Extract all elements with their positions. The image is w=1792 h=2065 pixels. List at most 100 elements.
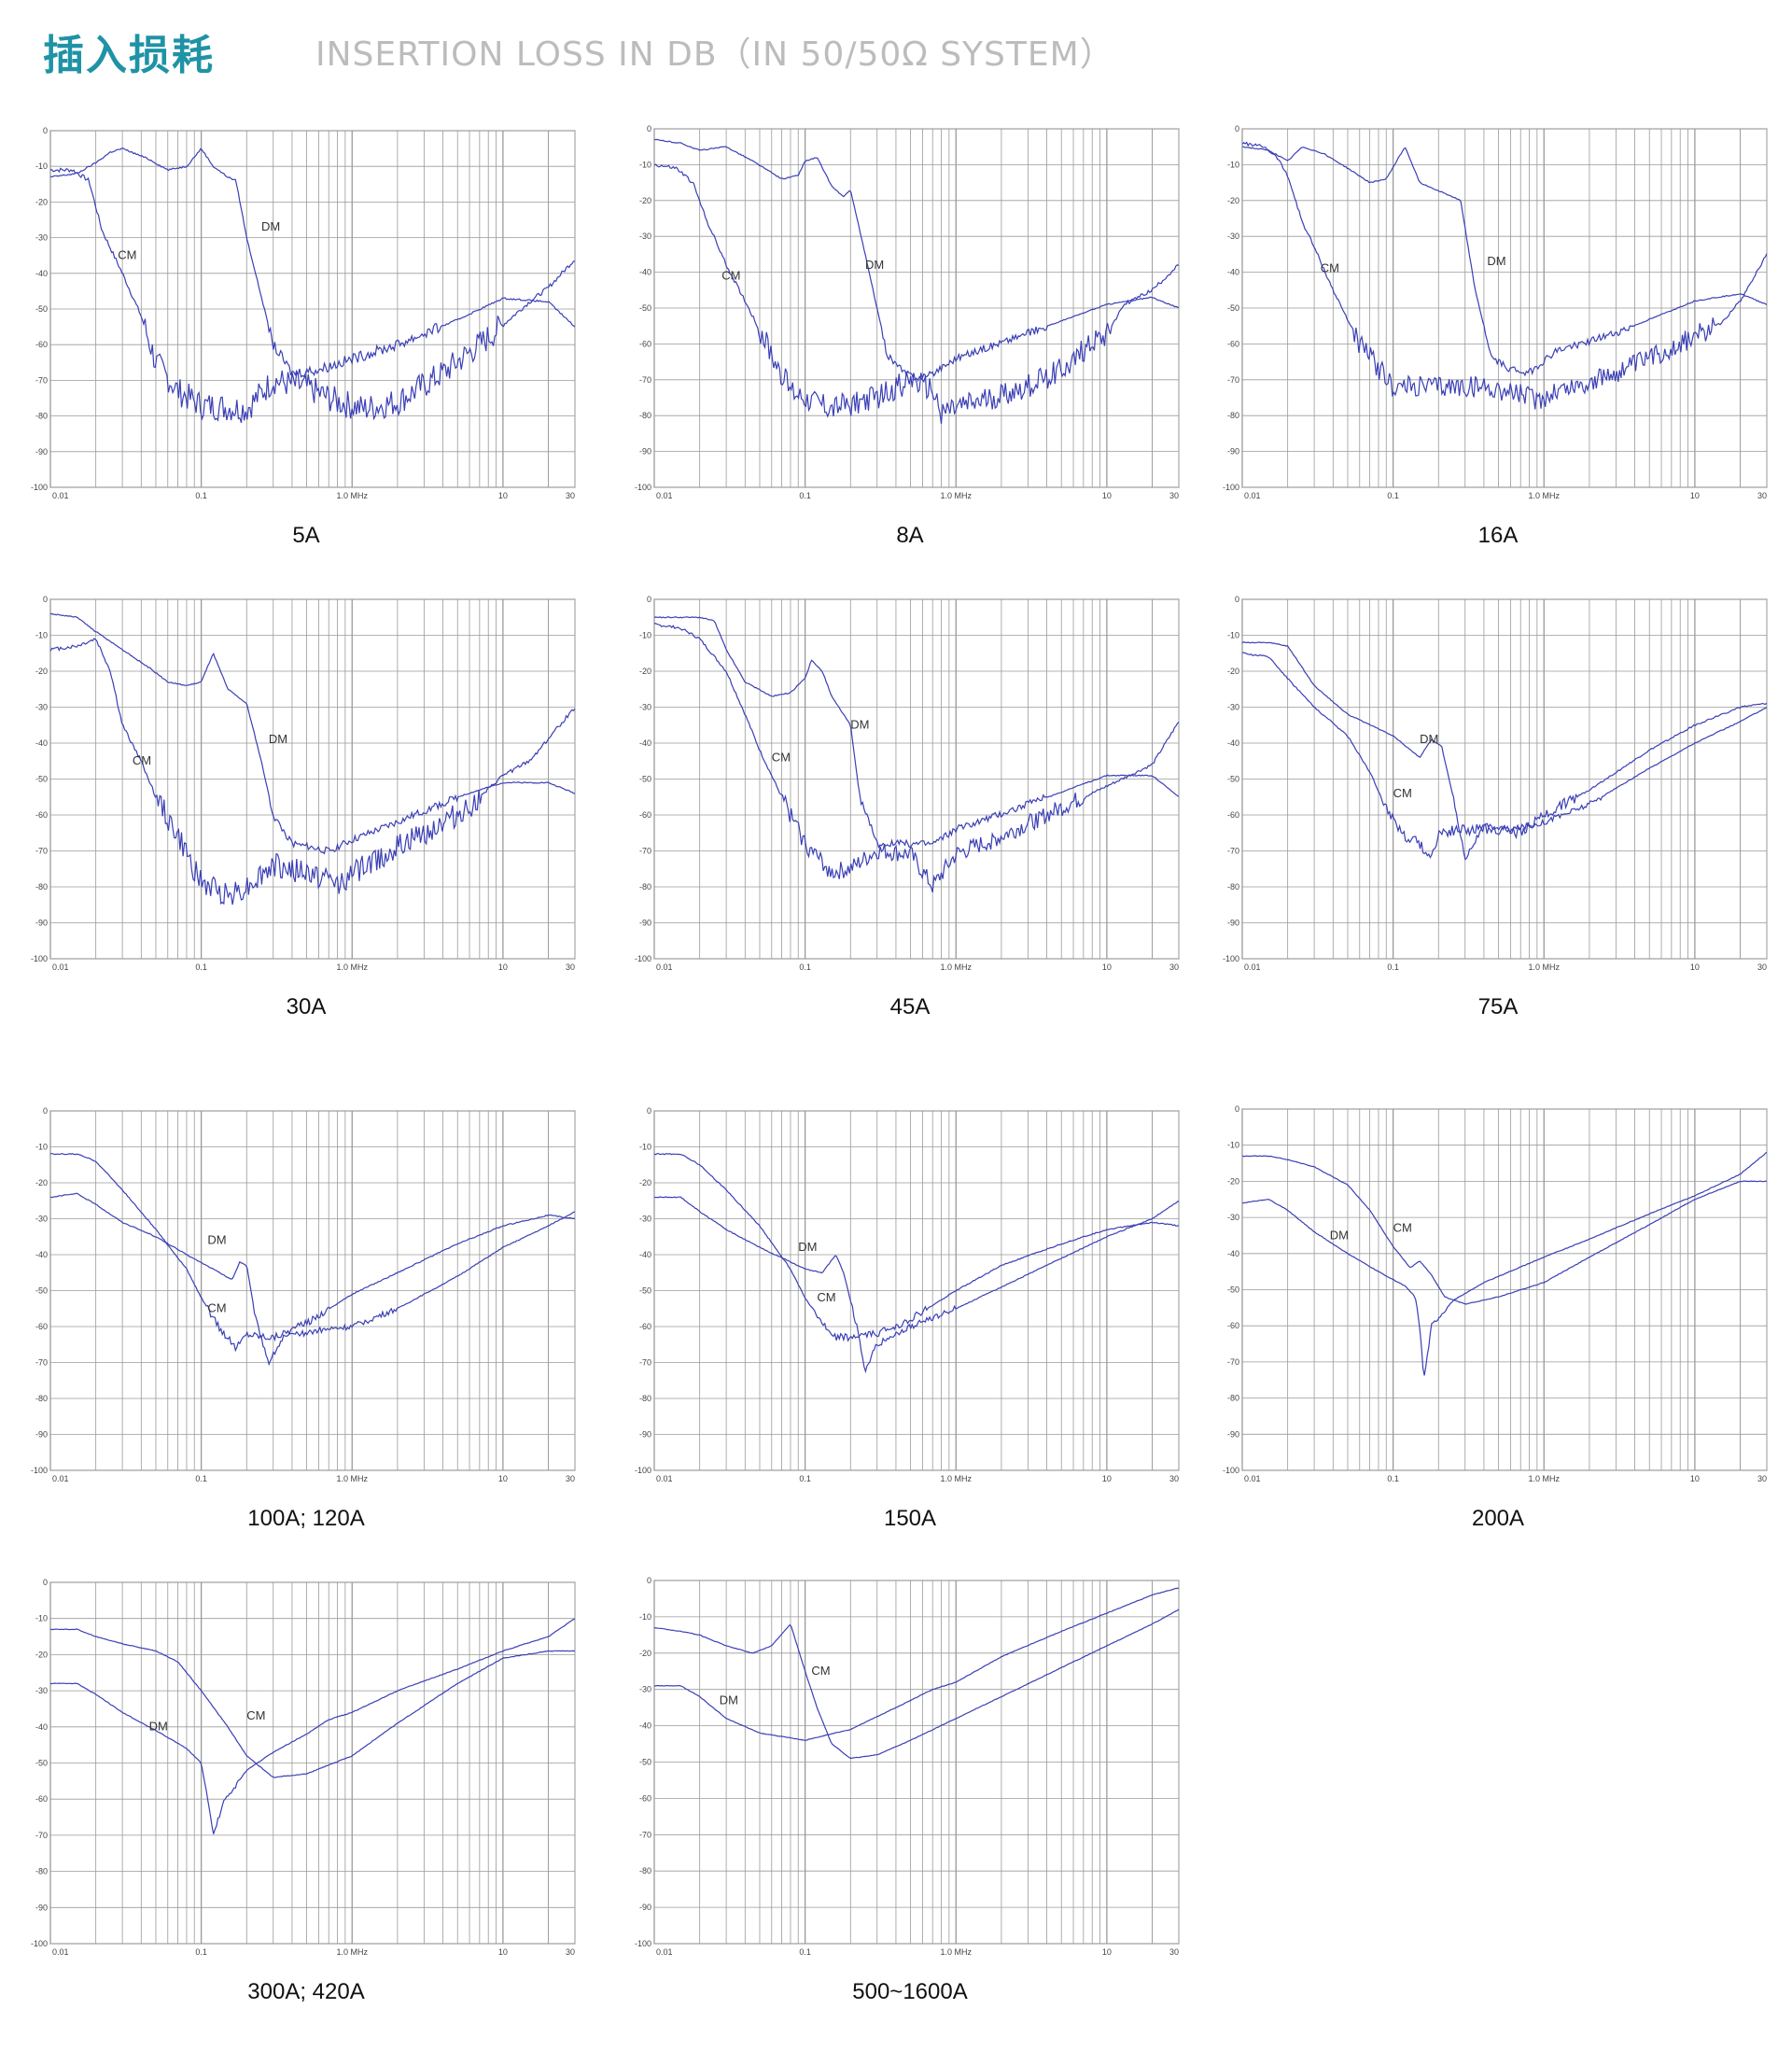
x-tick-label: 30 (1169, 1947, 1179, 1957)
x-tick-label: 10 (498, 491, 508, 500)
series-label-cm: CM (133, 753, 151, 767)
y-tick-label: -80 (35, 1394, 48, 1403)
y-tick-label: -60 (639, 1793, 651, 1803)
x-tick-label: 10 (1690, 962, 1700, 972)
series-label-dm: DM (149, 1720, 168, 1734)
y-tick-label: -70 (639, 847, 651, 856)
x-tick-label: 1.0 MHz (1528, 962, 1560, 972)
y-tick-label: -30 (35, 1686, 48, 1695)
series-line-cm (50, 1152, 575, 1353)
y-tick-label: 0 (647, 595, 651, 604)
y-tick-label: -30 (1227, 703, 1239, 712)
y-tick-label: -100 (31, 1939, 48, 1948)
y-tick-label: -90 (639, 919, 651, 928)
y-tick-label: -80 (639, 1394, 651, 1403)
y-tick-label: -70 (1227, 847, 1239, 856)
x-tick-label: 0.1 (195, 962, 207, 972)
x-tick-label: 0.01 (1244, 1474, 1261, 1483)
x-tick-label: 0.1 (799, 962, 811, 972)
chart-caption: 5A (292, 523, 320, 548)
chart-caption: 30A (286, 994, 327, 1019)
y-tick-label: -50 (639, 1286, 651, 1296)
y-tick-label: -60 (1227, 810, 1239, 820)
chart-panel: 0 -10 -20 -30 -40 -50 -60 -70 -80 -90 -100 0.01 0.1 1… (630, 1571, 1190, 2026)
y-tick-label: -30 (1227, 1213, 1239, 1222)
y-tick-label: -20 (1227, 196, 1239, 205)
y-tick-label: -60 (1227, 339, 1239, 348)
y-tick-label: -50 (35, 1286, 48, 1296)
x-tick-label: 0.1 (1387, 491, 1399, 500)
x-tick-label: 10 (498, 1474, 508, 1483)
series-label-dm: DM (850, 718, 869, 732)
y-tick-label: 0 (43, 595, 48, 604)
series-line-dm (1242, 1151, 1767, 1376)
x-tick-label: 0.1 (799, 491, 811, 500)
y-tick-label: -70 (35, 375, 48, 385)
y-tick-label: -40 (35, 1250, 48, 1259)
insertion-loss-chart: 0 -10 -20 -30 -40 -50 -60 -70 -80 -90 -100 0.01 0.1 1… (635, 595, 1180, 972)
chart-caption: 500~1600A (852, 1979, 968, 2004)
x-tick-label: 10 (1690, 1474, 1700, 1483)
series-label-cm: CM (207, 1301, 226, 1315)
x-tick-label: 1.0 MHz (1528, 491, 1560, 500)
x-tick-label: 1.0 MHz (336, 962, 368, 972)
y-tick-label: -60 (35, 810, 48, 820)
chart-panel: 0 -10 -20 -30 -40 -50 -60 -70 -80 -90 -100 0.01 0.1 1… (26, 1573, 586, 2026)
series-label-cm: CM (246, 1708, 265, 1722)
y-tick-label: -70 (639, 1358, 651, 1368)
y-tick-label: -20 (35, 197, 48, 206)
page-subtitle: INSERTION LOSS IN DB（IN 50/50Ω SYSTEM） (315, 35, 1114, 74)
x-tick-label: 1.0 MHz (336, 491, 368, 500)
y-tick-label: -30 (1227, 232, 1239, 241)
y-tick-label: -90 (639, 1430, 651, 1440)
series-label-cm: CM (1393, 1221, 1412, 1235)
y-tick-label: -10 (35, 1614, 48, 1623)
y-tick-label: -20 (35, 1178, 48, 1187)
y-tick-label: -40 (1227, 1249, 1239, 1258)
y-tick-label: -70 (35, 1358, 48, 1368)
y-tick-label: -90 (1227, 447, 1239, 457)
y-tick-label: 0 (1235, 124, 1239, 133)
x-tick-label: 0.1 (799, 1474, 811, 1483)
y-tick-label: -40 (639, 738, 651, 748)
chart-caption: 45A (889, 994, 931, 1019)
y-tick-label: -80 (639, 411, 651, 420)
y-tick-label: -10 (639, 1612, 651, 1622)
y-tick-label: -50 (639, 775, 651, 784)
y-tick-label: -50 (639, 303, 651, 313)
x-tick-label: 10 (1690, 491, 1700, 500)
y-tick-label: -10 (639, 1143, 651, 1152)
chart-caption: 200A (1471, 1506, 1525, 1531)
y-tick-label: -100 (31, 483, 48, 492)
y-tick-label: -60 (35, 1322, 48, 1331)
series-label-dm: DM (798, 1240, 817, 1254)
series-line-dm (50, 148, 575, 378)
y-tick-label: -100 (31, 954, 48, 963)
series-label-dm: DM (1420, 732, 1438, 746)
x-tick-label: 10 (498, 1947, 508, 1957)
y-tick-label: -50 (1227, 1285, 1239, 1295)
y-tick-label: -10 (35, 1143, 48, 1152)
y-tick-label: 0 (43, 1106, 48, 1116)
page-header: 插入损耗 INSERTION LOSS IN DB（IN 50/50Ω SYST… (43, 19, 1114, 84)
series-label-cm: CM (118, 248, 136, 262)
series-line-dm (654, 1196, 1179, 1374)
y-tick-label: -80 (1227, 411, 1239, 420)
series-label-dm: DM (865, 258, 884, 272)
y-tick-label: -90 (35, 919, 48, 928)
insertion-loss-chart: 0 -10 -20 -30 -40 -50 -60 -70 -80 -90 -100 0.01 0.1 1… (635, 1576, 1180, 1957)
y-tick-label: 0 (43, 126, 48, 135)
y-tick-label: -40 (639, 1250, 651, 1259)
y-tick-label: -40 (35, 1722, 48, 1732)
series-line-dm (654, 616, 1179, 849)
y-tick-label: -80 (35, 1867, 48, 1876)
y-tick-label: -70 (639, 375, 651, 385)
y-tick-label: 0 (1235, 595, 1239, 604)
y-tick-label: -100 (31, 1466, 48, 1475)
chart-panel: 0 -10 -20 -30 -40 -50 -60 -70 -80 -90 -100 0.01 0.1 1… (1218, 590, 1778, 1041)
series-label-dm: DM (1330, 1228, 1349, 1242)
y-tick-label: -20 (639, 1649, 651, 1658)
insertion-loss-chart: 0 -10 -20 -30 -40 -50 -60 -70 -80 -90 -100 0.01 0.1 1… (31, 1106, 576, 1483)
series-label-dm: DM (207, 1232, 226, 1246)
y-tick-label: -70 (35, 1831, 48, 1840)
